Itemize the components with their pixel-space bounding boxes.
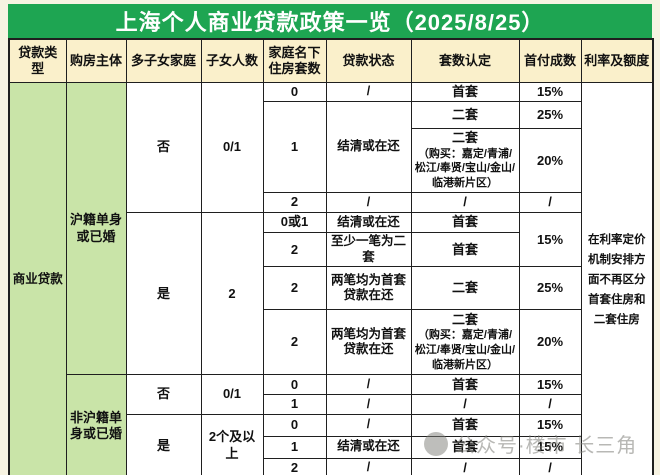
cell-status: / [325, 374, 412, 396]
recognition-main: 二套 [451, 130, 478, 146]
cell-status: 两笔均为首套贷款在还 [325, 266, 412, 311]
cell-recognition: 首套 [410, 212, 520, 234]
cell-recognition: / [410, 192, 520, 214]
cell-homes: 2 [262, 266, 327, 311]
recognition-main: 二套 [451, 311, 478, 327]
cell-status: / [325, 394, 412, 415]
col-header-loan-type: 贷款类型 [8, 38, 67, 83]
cell-homes: 0 [262, 413, 327, 437]
cell-recognition: 首套 [410, 413, 520, 437]
col-header-loan-status: 贷款状态 [325, 38, 412, 83]
cell-multi-child: 否 [125, 81, 202, 214]
cell-children-count: 0/1 [200, 374, 264, 415]
header-row: 贷款类型 购房主体 多子女家庭 子女人数 家庭名下住房套数 贷款状态 套数认定 … [8, 38, 654, 83]
table-row: 商业贷款 沪籍单身或已婚 否 0/1 0 / 首套 15% 在利率定价机制安排方… [8, 81, 654, 475]
cell-recognition: / [410, 457, 520, 475]
cell-subject-hu: 沪籍单身或已婚 [65, 81, 127, 376]
col-header-rate-quota: 利率及额度 [580, 38, 654, 83]
cell-multi-child: 是 [125, 413, 202, 475]
cell-down-payment: 15% [518, 212, 582, 268]
cell-status: 结清或在还 [325, 212, 412, 234]
cell-recognition: 二套 （购买：嘉定/青浦/松江/奉贤/宝山/金山/临港新片区） [410, 128, 520, 194]
table-row: 1 结清或在还 首套 15% [9, 435, 653, 459]
cell-down-payment: 20% [518, 128, 582, 194]
cell-down-payment: 15% [518, 435, 582, 459]
col-header-down-payment: 首付成数 [518, 38, 582, 83]
cell-recognition: 首套 [410, 81, 520, 103]
cell-homes: 0或1 [262, 212, 327, 234]
cell-down-payment: 25% [518, 266, 582, 311]
cell-down-payment: 25% [518, 101, 582, 130]
table-row: 是 2个及以上 0 / 首套 15% [9, 413, 653, 475]
table-row: 1 / / / [9, 394, 653, 415]
cell-homes: 2 [262, 192, 327, 214]
col-header-multi-child: 多子女家庭 [125, 38, 202, 83]
cell-children-count: 2个及以上 [200, 413, 264, 475]
table-row: 2 两笔均为首套贷款在还 二套 25% [9, 266, 653, 311]
cell-loan-type: 商业贷款 [8, 81, 67, 475]
cell-recognition: / [410, 394, 520, 415]
cell-status: 结清或在还 [325, 435, 412, 459]
cell-down-payment: / [518, 457, 582, 475]
cell-status: 结清或在还 [325, 101, 412, 194]
cell-homes: 0 [262, 81, 327, 103]
cell-down-payment: 15% [518, 374, 582, 396]
col-header-subject: 购房主体 [65, 38, 127, 83]
col-header-recognition: 套数认定 [410, 38, 520, 83]
cell-children-count: 2 [200, 212, 264, 376]
loan-policy-table: 贷款类型 购房主体 多子女家庭 子女人数 家庭名下住房套数 贷款状态 套数认定 … [8, 38, 654, 475]
table-row: 2 / / / [9, 457, 653, 475]
cell-down-payment: / [518, 394, 582, 415]
cell-status: / [325, 457, 412, 475]
recognition-districts: （购买：嘉定/青浦/松江/奉贤/宝山/金山/临港新片区） [414, 329, 516, 371]
cell-multi-child: 是 [125, 212, 202, 376]
cell-recognition: 二套 [410, 101, 520, 130]
cell-multi-child: 否 [125, 374, 202, 415]
cell-homes: 1 [262, 435, 327, 459]
cell-down-payment: 15% [518, 413, 582, 437]
cell-homes: 0 [262, 374, 327, 396]
cell-subject-feihu: 非沪籍单身或已婚 [65, 374, 127, 475]
cell-homes: 1 [262, 394, 327, 415]
table-row: 是 2 0或1 结清或在还 首套 15% [9, 212, 653, 376]
cell-status: / [325, 81, 412, 103]
cell-status: / [325, 413, 412, 437]
cell-recognition: 首套 [410, 435, 520, 459]
cell-recognition: 首套 [410, 374, 520, 396]
cell-children-count: 0/1 [200, 81, 264, 214]
cell-homes: 2 [262, 232, 327, 268]
cell-homes: 1 [262, 101, 327, 194]
cell-homes: 2 [262, 457, 327, 475]
cell-recognition: 首套 [410, 232, 520, 268]
table-row: 非沪籍单身或已婚 否 0/1 0 / 首套 15% [9, 374, 653, 475]
cell-homes: 2 [262, 309, 327, 376]
cell-status: / [325, 192, 412, 214]
cell-rate-note: 在利率定价机制安排方面不再区分首套住房和二套住房 [580, 81, 654, 475]
cell-recognition: 二套 [410, 266, 520, 311]
cell-down-payment: / [518, 192, 582, 214]
table-row: 二套 （购买：嘉定/青浦/松江/奉贤/宝山/金山/临港新片区） 20% [9, 128, 653, 194]
page-title: 上海个人商业贷款政策一览（2025/8/25） [8, 4, 652, 38]
cell-down-payment: 15% [518, 81, 582, 103]
cell-down-payment: 20% [518, 309, 582, 376]
col-header-homes-owned: 家庭名下住房套数 [262, 38, 327, 83]
cell-status: 至少一笔为二套 [325, 232, 412, 268]
cell-status: 两笔均为首套贷款在还 [325, 309, 412, 376]
table-row: 2 两笔均为首套贷款在还 二套 （购买：嘉定/青浦/松江/奉贤/宝山/金山/临港… [9, 309, 653, 376]
col-header-children-count: 子女人数 [200, 38, 264, 83]
recognition-districts: （购买：嘉定/青浦/松江/奉贤/宝山/金山/临港新片区） [414, 147, 516, 190]
cell-recognition: 二套 （购买：嘉定/青浦/松江/奉贤/宝山/金山/临港新片区） [410, 309, 520, 376]
table-row: 2 至少一笔为二套 首套 [9, 232, 653, 268]
